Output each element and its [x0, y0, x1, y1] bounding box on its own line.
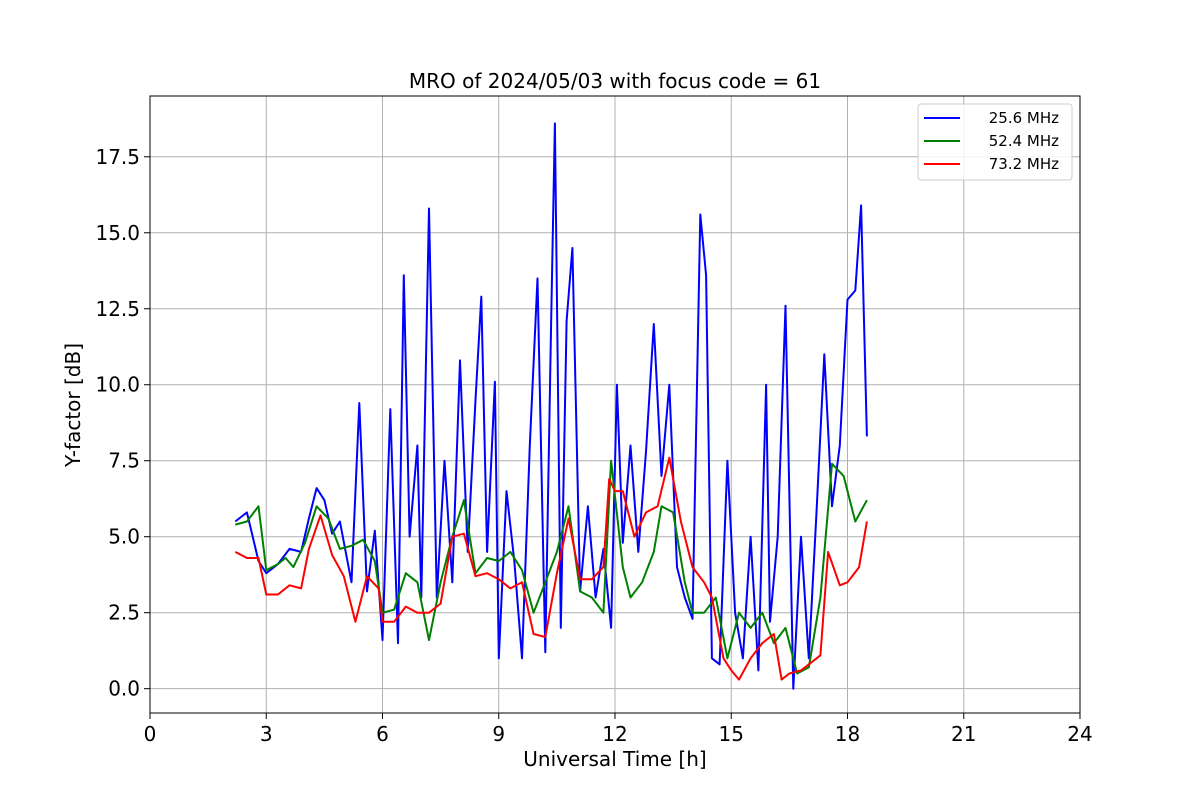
legend-label-3: 73.2 MHz: [989, 155, 1059, 173]
y-tick-label: 15.0: [95, 221, 140, 245]
y-tick-label: 10.0: [95, 373, 140, 397]
x-tick-label: 9: [492, 722, 505, 746]
series-line-3: [234, 456, 868, 681]
y-tick-label: 0.0: [108, 677, 140, 701]
x-tick-label: 15: [719, 722, 744, 746]
y-tick-label: 17.5: [95, 145, 140, 169]
series-layer: [234, 122, 868, 690]
x-tick-label: 6: [376, 722, 389, 746]
x-axis-label: Universal Time [h]: [523, 747, 706, 771]
y-axis-label: Y-factor [dB]: [61, 343, 85, 468]
series-line-2: [235, 459, 868, 675]
x-tick-label: 3: [260, 722, 273, 746]
series-line-1: [234, 122, 868, 690]
x-tick-label: 18: [835, 722, 860, 746]
x-tick-label: 12: [602, 722, 627, 746]
legend-label-1: 25.6 MHz: [989, 109, 1059, 127]
axis-ticks: 0 3 6 9 12 15 18 21 24 0.0 2.5 5.0 7.5 10.0 12.5 15.0 17…: [95, 145, 1092, 746]
y-tick-label: 5.0: [108, 525, 140, 549]
x-tick-label: 24: [1067, 722, 1092, 746]
x-tick-label: 0: [144, 722, 157, 746]
legend-label-2: 52.4 MHz: [989, 132, 1059, 150]
y-tick-label: 2.5: [108, 601, 140, 625]
x-tick-label: 21: [951, 722, 976, 746]
y-tick-label: 12.5: [95, 297, 140, 321]
legend-box: [917, 103, 1073, 181]
legend: 25.6 MHz 52.4 MHz 73.2 MHz: [917, 103, 1073, 181]
y-tick-label: 7.5: [108, 449, 140, 473]
chart-title: MRO of 2024/05/03 with focus code = 61: [409, 69, 821, 93]
